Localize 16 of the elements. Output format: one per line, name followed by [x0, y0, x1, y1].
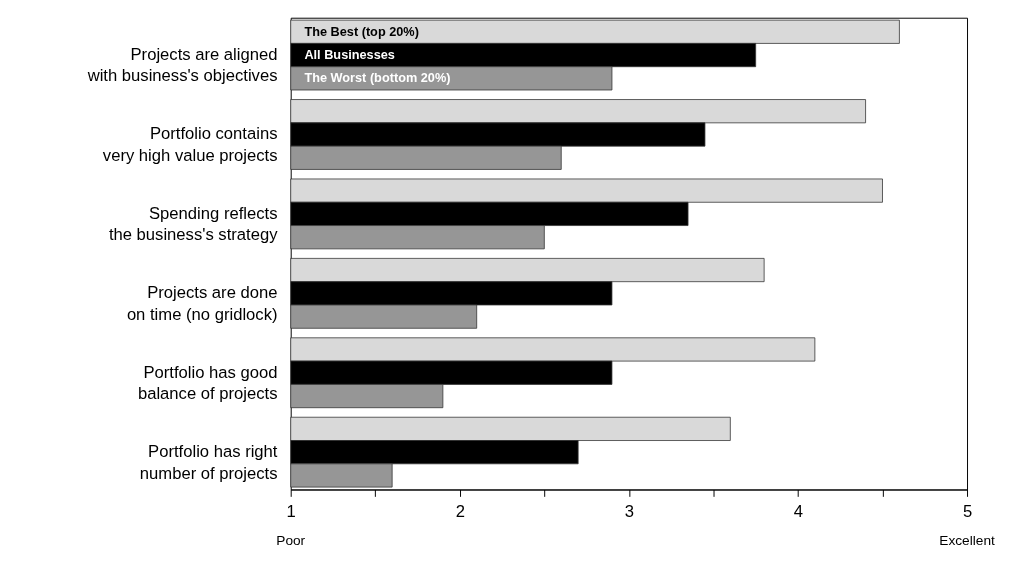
x-tick-label: 1: [286, 502, 296, 522]
text: Excellent: [939, 533, 995, 549]
y-tick-label: Portfolio has good balance of projects: [137, 362, 278, 404]
x-tick-label: 5: [962, 502, 973, 522]
y-tick-label: Projects are done on time (no gridlock): [126, 283, 278, 324]
x-tick-label: 2: [455, 502, 465, 522]
y-tick-label: Portfolio contains very high value projects: [102, 124, 278, 165]
y-tick-label: Spending reflects the business's strategy: [108, 203, 279, 245]
y-tick-label: Portfolio has right number of projects: [139, 442, 278, 483]
y-tick-label: Projects are aligned with business's objectives: [86, 44, 278, 86]
series-label: The Worst (bottom 20%): [304, 70, 451, 86]
x-tick-label: 4: [793, 502, 804, 522]
x-tick-label: 3: [624, 502, 634, 522]
series-label: The Best (top 20%): [304, 23, 419, 39]
series-label: All Businesses: [304, 46, 395, 62]
text: Poor: [276, 533, 306, 549]
